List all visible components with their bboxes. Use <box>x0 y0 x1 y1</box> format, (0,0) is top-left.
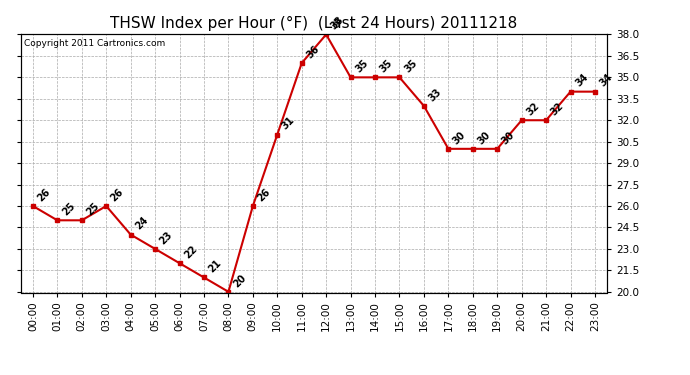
Text: 35: 35 <box>402 58 419 75</box>
Text: 32: 32 <box>549 101 566 117</box>
Text: 26: 26 <box>255 187 273 203</box>
Text: 34: 34 <box>573 72 590 89</box>
Text: 30: 30 <box>475 129 492 146</box>
Text: 31: 31 <box>280 115 297 132</box>
Text: 35: 35 <box>378 58 395 75</box>
Text: 34: 34 <box>598 72 614 89</box>
Text: 26: 26 <box>109 187 126 203</box>
Text: 20: 20 <box>231 272 248 289</box>
Text: Copyright 2011 Cartronics.com: Copyright 2011 Cartronics.com <box>23 39 165 48</box>
Text: 30: 30 <box>500 129 517 146</box>
Text: 38: 38 <box>329 15 346 32</box>
Text: 23: 23 <box>158 230 175 246</box>
Title: THSW Index per Hour (°F)  (Last 24 Hours) 20111218: THSW Index per Hour (°F) (Last 24 Hours)… <box>110 16 518 31</box>
Text: 32: 32 <box>524 101 541 117</box>
Text: 24: 24 <box>133 215 150 232</box>
Text: 22: 22 <box>182 244 199 260</box>
Text: 36: 36 <box>304 44 321 60</box>
Text: 30: 30 <box>451 129 468 146</box>
Text: 26: 26 <box>36 187 52 203</box>
Text: 35: 35 <box>353 58 370 75</box>
Text: 33: 33 <box>426 87 443 103</box>
Text: 25: 25 <box>60 201 77 217</box>
Text: 25: 25 <box>85 201 101 217</box>
Text: 21: 21 <box>207 258 224 275</box>
